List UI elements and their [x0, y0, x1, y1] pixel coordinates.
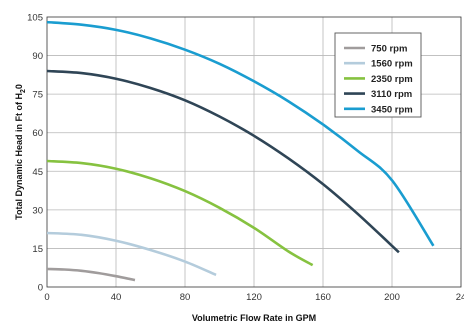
series-line-2350-rpm [46, 159, 314, 267]
legend-label-3450-rpm: 3450 rpm [371, 104, 413, 115]
legend-label-1560-rpm: 1560 rpm [371, 59, 413, 70]
x-tick-label: 0 [44, 292, 49, 303]
y-tick-label: 30 [32, 205, 43, 216]
series-line-1560-rpm [46, 231, 217, 277]
plot-area-frame [46, 16, 462, 288]
legend-label-750-rpm: 750 rpm [371, 44, 407, 55]
legend-label-2350-rpm: 2350 rpm [371, 74, 413, 85]
x-tick-label: 120 [246, 292, 262, 303]
series-line-3450-rpm [46, 20, 435, 247]
x-tick-label: 200 [384, 292, 400, 303]
legend-label-3110-rpm: 3110 rpm [371, 89, 412, 100]
x-tick-label: 80 [180, 292, 191, 303]
x-axis-title: Volumetric Flow Rate in GPM [192, 313, 316, 323]
y-tick-label: 0 [38, 283, 43, 294]
y-axis-title-subscript: 2 [20, 89, 27, 93]
y-axis-title-tail: 0 [14, 84, 24, 89]
y-tick-label: 105 [27, 13, 43, 24]
x-tick-label: 40 [111, 292, 122, 303]
series-line-750-rpm [46, 267, 136, 282]
y-tick-label: 90 [32, 51, 43, 62]
x-tick-label: 160 [315, 292, 331, 303]
legend: 750 rpm 1560 rpm 2350 rpm 3110 rpm 3450 rpm [334, 32, 422, 118]
y-axis-title: Total Dynamic Head in Ft of H20 [14, 84, 27, 220]
series-line-3110-rpm [46, 69, 400, 254]
y-tick-label: 15 [32, 244, 43, 255]
y-tick-label: 75 [32, 90, 43, 101]
y-axis-title-main: Total Dynamic Head in Ft of H [14, 93, 24, 220]
y-tick-label: 60 [32, 128, 43, 139]
y-tick-label: 45 [32, 167, 43, 178]
x-tick-label: 24 [456, 292, 464, 303]
series-layer [46, 20, 435, 282]
